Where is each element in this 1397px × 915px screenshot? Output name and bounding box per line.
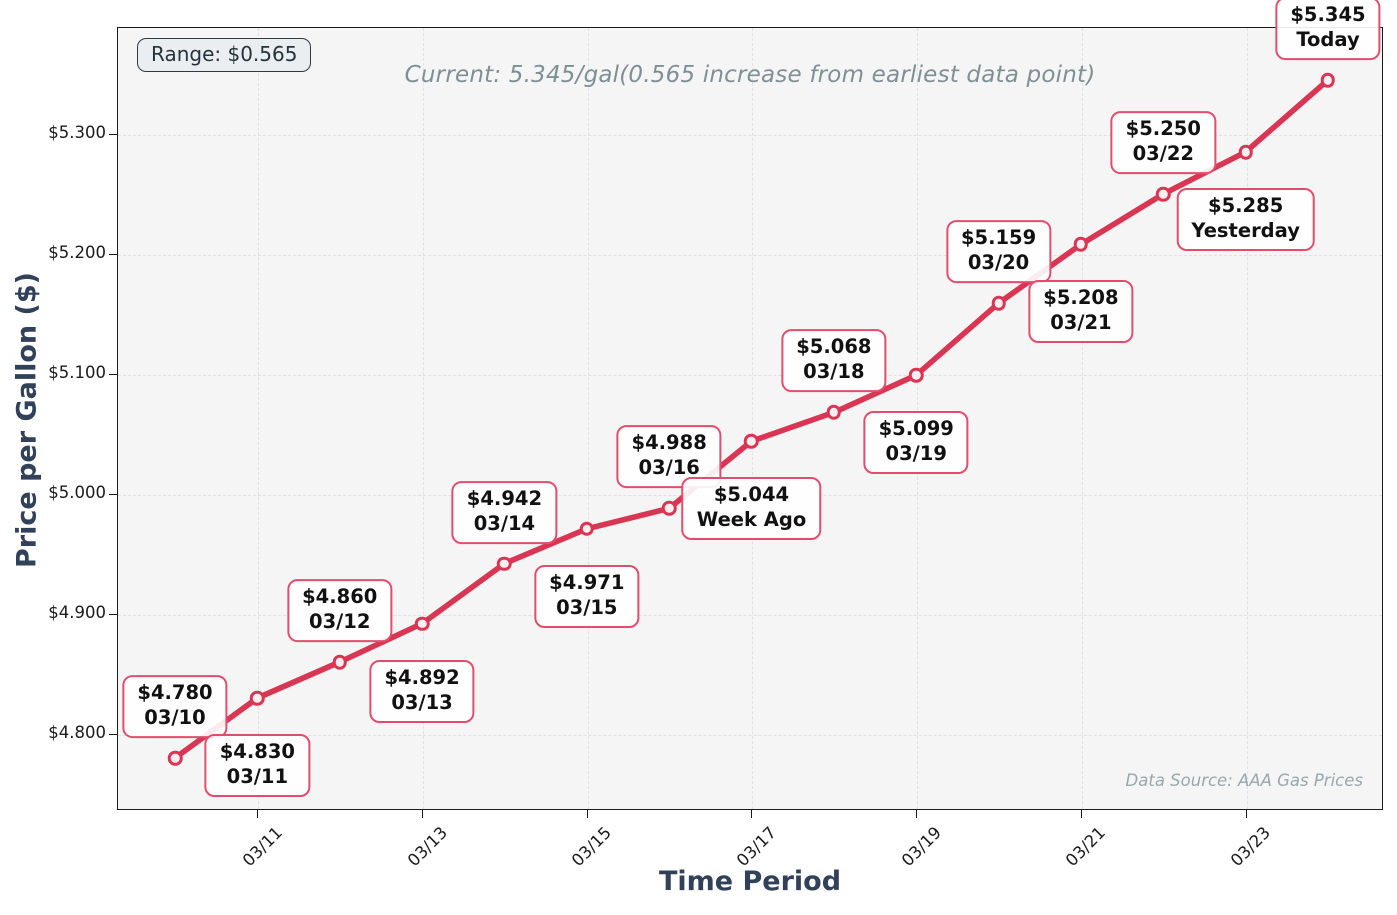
data-point-marker <box>744 433 759 449</box>
x-tick-label-text: 03/17 <box>732 823 780 871</box>
annotation-date: 03/12 <box>309 610 371 634</box>
point-annotation: $4.892 03/13 <box>369 659 475 723</box>
point-annotation: $5.099 03/19 <box>863 411 969 475</box>
annotation-date: Week Ago <box>696 508 807 532</box>
data-point-marker <box>1238 144 1253 160</box>
annotation-date: Today <box>1296 28 1360 52</box>
point-annotation: $5.159 03/20 <box>945 220 1052 284</box>
y-tick-mark <box>109 374 117 375</box>
data-point-marker <box>661 501 677 516</box>
annotation-price: $5.159 <box>960 226 1037 250</box>
data-point-marker <box>908 367 924 383</box>
y-tick-mark <box>109 614 117 615</box>
point-annotation: $4.942 03/14 <box>451 480 558 544</box>
point-annotation: $5.068 03/18 <box>781 329 887 393</box>
x-tick-mark <box>1080 810 1082 818</box>
data-point-marker <box>1073 237 1089 252</box>
annotation-price: $4.830 <box>219 740 295 763</box>
annotation-date: 03/13 <box>391 690 453 714</box>
data-point-marker <box>250 690 265 706</box>
point-annotation: $5.208 03/21 <box>1028 280 1134 344</box>
annotation-price: $4.971 <box>549 570 625 594</box>
y-tick-label: $5.300 <box>48 123 106 142</box>
x-tick-mark <box>422 810 424 818</box>
x-tick-label-text: 03/11 <box>238 823 286 871</box>
y-tick-label: $5.000 <box>48 483 106 502</box>
x-tick-mark <box>751 810 753 818</box>
annotation-price: $5.068 <box>796 335 872 359</box>
data-point-marker <box>579 521 595 537</box>
data-point-marker <box>1156 186 1171 202</box>
annotation-date: 03/18 <box>803 360 865 384</box>
point-annotation: $5.250 03/22 <box>1110 111 1216 174</box>
annotation-price: $5.208 <box>1043 286 1119 310</box>
annotation-price: $4.942 <box>466 486 543 510</box>
annotation-date: 03/22 <box>1132 142 1194 166</box>
y-tick-mark <box>109 494 117 495</box>
x-tick-label-text: 03/13 <box>403 823 451 871</box>
annotation-price: $4.988 <box>631 431 707 455</box>
point-annotation: $5.285 Yesterday <box>1176 188 1315 251</box>
data-point-marker <box>332 654 347 670</box>
horizontal-gridline <box>118 375 1382 376</box>
point-annotation: $4.780 03/10 <box>122 675 228 738</box>
annotation-date: 03/19 <box>885 442 947 466</box>
annotation-price: $5.099 <box>878 417 954 441</box>
x-tick-label-text: 03/21 <box>1062 823 1110 871</box>
x-tick-label-text: 03/19 <box>897 823 945 871</box>
x-tick-label-text: 03/15 <box>568 823 616 871</box>
x-tick-mark <box>257 810 259 818</box>
y-tick-mark <box>109 134 117 135</box>
annotation-price: $5.044 <box>713 483 790 507</box>
point-annotation: $4.860 03/12 <box>287 579 393 642</box>
annotation-price: $5.345 <box>1290 3 1366 27</box>
y-tick-label: $5.200 <box>48 243 106 262</box>
vertical-gridline <box>752 28 754 809</box>
vertical-gridline <box>1081 28 1083 809</box>
x-tick-mark <box>586 810 588 818</box>
x-tick-mark <box>916 810 918 818</box>
y-tick-label: $4.900 <box>48 603 106 622</box>
y-axis-title: Price per Gallon ($) <box>11 272 43 568</box>
y-tick-mark <box>109 734 117 735</box>
data-point-marker <box>414 616 430 631</box>
annotation-date: 03/14 <box>473 511 536 535</box>
data-point-marker <box>826 405 842 420</box>
x-axis-title: Time Period <box>658 866 842 897</box>
horizontal-gridline <box>118 255 1382 256</box>
y-tick-label: $5.100 <box>48 363 106 382</box>
annotation-price: $5.285 <box>1208 194 1284 217</box>
annotation-date: 03/20 <box>967 251 1030 275</box>
range-badge: Range: $0.565 <box>137 38 312 72</box>
annotation-price: $4.780 <box>137 681 213 705</box>
data-point-marker <box>991 295 1006 311</box>
data-point-marker <box>497 556 512 571</box>
annotation-date: Yesterday <box>1191 218 1300 242</box>
annotation-date: 03/11 <box>226 764 289 788</box>
y-tick-mark <box>109 254 117 255</box>
horizontal-gridline <box>118 735 1382 736</box>
data-source-note: Data Source: AAA Gas Prices <box>1125 771 1363 790</box>
x-tick-label-text: 03/23 <box>1227 823 1275 871</box>
annotation-price: $4.860 <box>302 585 378 609</box>
point-annotation: $5.044 Week Ago <box>681 477 822 541</box>
annotation-date: 03/15 <box>556 595 618 619</box>
annotation-price: $4.892 <box>384 665 460 689</box>
data-point-marker <box>167 750 183 766</box>
chart-title: Current: 5.345/gal(0.565 increase from e… <box>404 62 1096 88</box>
y-tick-label: $4.800 <box>48 723 106 742</box>
vertical-gridline <box>587 28 589 809</box>
x-tick-mark <box>1245 810 1247 818</box>
annotation-date: 03/21 <box>1050 311 1112 335</box>
point-annotation: $4.971 03/15 <box>534 564 640 628</box>
annotation-price: $5.250 <box>1125 117 1201 141</box>
annotation-date: 03/10 <box>144 706 206 730</box>
point-annotation: $5.345 Today <box>1275 0 1381 60</box>
point-annotation: $4.830 03/11 <box>204 734 310 797</box>
